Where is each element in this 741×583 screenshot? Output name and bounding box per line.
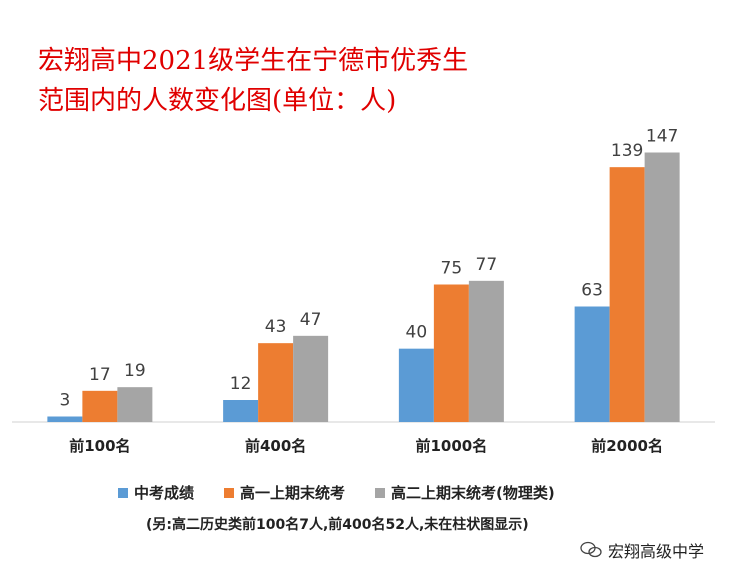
chart-title-line1: 宏翔高中2021级学生在宁德市优秀生: [38, 46, 469, 76]
bar-s1-c2: [433, 284, 469, 422]
x-tick-label-2: 前1000名: [416, 437, 488, 455]
data-label-s1-c2: 75: [441, 259, 463, 279]
data-label-s0-c1: 12: [230, 374, 252, 394]
data-label-s2-c3: 147: [646, 127, 678, 147]
data-label-s0-c3: 63: [581, 281, 603, 301]
data-label-s0-c0: 3: [59, 391, 70, 411]
legend-item-2: 高二上期末统考(物理类): [375, 482, 555, 503]
data-label-s1-c0: 17: [89, 365, 111, 385]
bar-s0-c3: [574, 306, 610, 422]
bar-s1-c0: [82, 390, 118, 422]
x-tick-label-1: 前400名: [245, 437, 306, 455]
bar-s0-c2: [398, 348, 434, 422]
legend-item-0: 中考成绩: [118, 482, 194, 503]
legend-label-1: 高一上期末统考: [240, 484, 346, 502]
x-tick-label-0: 前100名: [69, 437, 130, 455]
data-label-s0-c2: 40: [406, 323, 428, 343]
legend-label-0: 中考成绩: [134, 484, 195, 502]
wechat-icon: [580, 541, 602, 558]
x-tick-label-3: 前2000名: [591, 437, 663, 455]
chart-title-line2: 范围内的人数变化图(单位：人): [38, 86, 397, 116]
data-label-s1-c1: 43: [265, 317, 287, 337]
legend: 中考成绩 高一上期末统考 高二上期末统考(物理类): [118, 482, 555, 503]
legend-label-2: 高二上期末统考(物理类): [391, 484, 555, 502]
legend-item-1: 高一上期末统考: [224, 482, 345, 503]
legend-swatch-1: [224, 487, 235, 498]
data-label-s2-c2: 77: [476, 255, 498, 275]
legend-swatch-2: [375, 487, 386, 498]
bar-s2-c1: [293, 335, 329, 422]
data-label-s1-c3: 139: [611, 141, 643, 161]
bar-s2-c3: [644, 152, 680, 422]
bar-s1-c1: [258, 343, 294, 422]
bar-s2-c0: [117, 387, 153, 422]
bar-s1-c3: [609, 167, 645, 422]
footnote: (另:高二历史类前100名7人,前400名52人,未在柱状图显示): [146, 517, 529, 533]
bar-s0-c0: [47, 416, 83, 422]
watermark-text: 宏翔高级中学: [608, 542, 705, 561]
watermark: 宏翔高级中学: [580, 538, 704, 562]
data-label-s2-c1: 47: [300, 310, 322, 330]
legend-swatch-0: [118, 487, 128, 498]
bar-s0-c1: [223, 400, 259, 422]
bar-s2-c2: [468, 280, 504, 422]
data-label-s2-c0: 19: [124, 361, 146, 381]
